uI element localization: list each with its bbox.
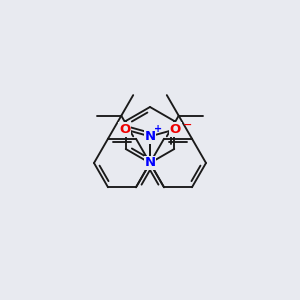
Text: −: − bbox=[182, 119, 192, 129]
Text: O: O bbox=[169, 123, 181, 136]
Text: N: N bbox=[144, 130, 156, 143]
Text: +: + bbox=[154, 124, 162, 134]
Text: N: N bbox=[144, 157, 156, 169]
Text: O: O bbox=[119, 123, 130, 136]
